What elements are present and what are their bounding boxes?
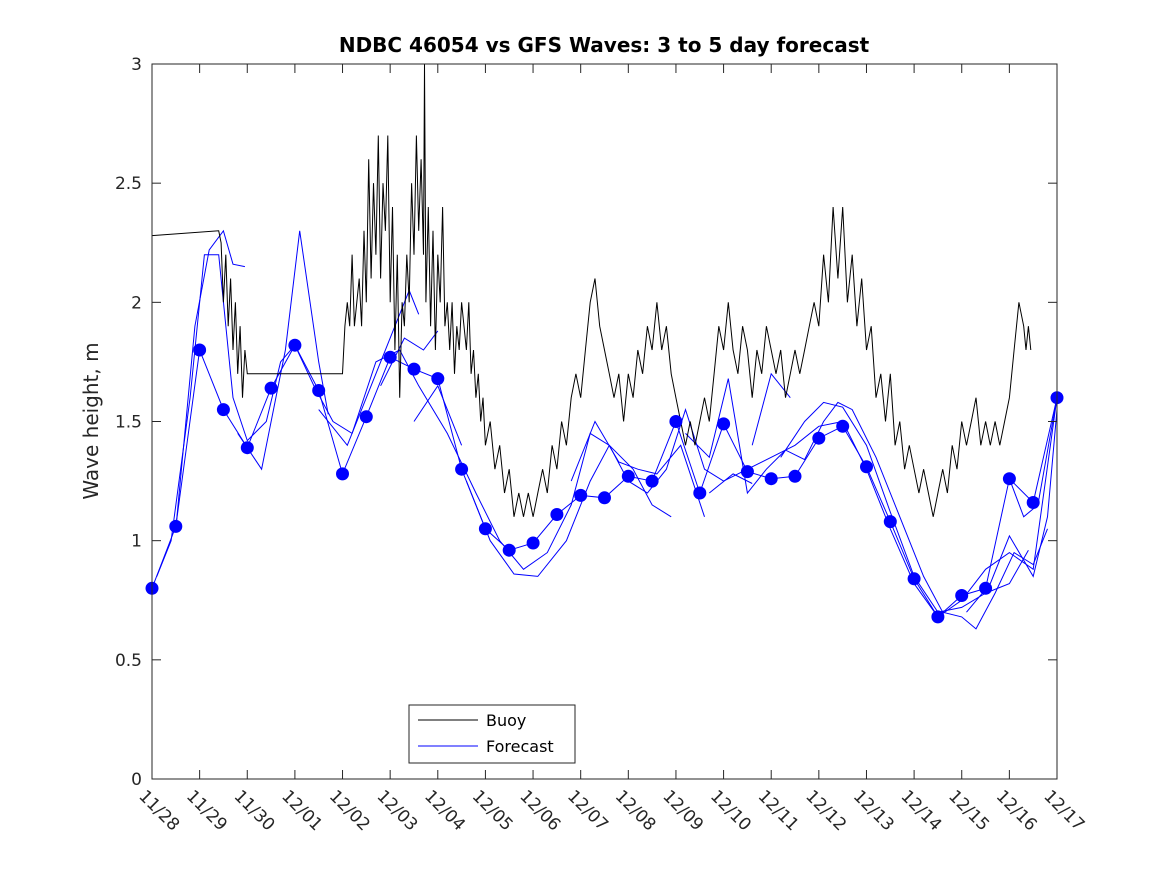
forecast-line-3 <box>237 230 329 471</box>
forecast-point-27 <box>788 469 802 483</box>
series-layer <box>145 63 1064 630</box>
forecast-point-24 <box>717 417 731 431</box>
forecast-point-17 <box>550 508 564 521</box>
forecast-point-15 <box>502 543 516 557</box>
forecast-point-22 <box>669 415 683 428</box>
forecast-point-26 <box>764 472 778 486</box>
forecast-point-35 <box>979 581 993 595</box>
forecast-point-13 <box>455 462 469 476</box>
forecast-point-20 <box>621 469 635 483</box>
plot-area <box>152 64 1057 779</box>
forecast-line-14 <box>1008 397 1058 518</box>
forecast-point-34 <box>955 589 969 602</box>
y-tick-label-3: 1.5 <box>115 413 142 433</box>
forecast-line-6 <box>413 384 463 446</box>
forecast-point-3 <box>216 403 230 417</box>
y-tick-label-2: 1 <box>131 532 142 552</box>
forecast-point-7 <box>312 384 326 397</box>
forecast-point-2 <box>193 343 207 357</box>
forecast-line-10 <box>708 473 753 494</box>
forecast-point-19 <box>598 491 611 505</box>
forecast-point-31 <box>883 515 897 529</box>
forecast-line-2 <box>175 229 245 529</box>
forecast-point-12 <box>431 372 445 386</box>
forecast-point-18 <box>574 488 588 502</box>
forecast-line-4 <box>318 289 420 447</box>
legend-forecast-label: Forecast <box>486 737 554 756</box>
forecast-point-10 <box>383 350 397 364</box>
y-tick-label-5: 2.5 <box>115 174 142 194</box>
forecast-point-14 <box>478 522 492 536</box>
forecast-point-36 <box>1002 472 1016 486</box>
forecast-line-8 <box>570 420 705 517</box>
y-ticks: 0 0.5 1 1.5 2 2.5 3 <box>115 55 1057 790</box>
legend: Buoy Forecast <box>408 704 576 764</box>
forecast-point-25 <box>740 465 754 479</box>
forecast-point-21 <box>645 474 659 488</box>
y-tick-label-0: 0 <box>131 770 142 790</box>
forecast-point-9 <box>359 410 373 424</box>
forecast-point-33 <box>931 610 945 624</box>
forecast-point-23 <box>693 486 707 500</box>
forecast-point-37 <box>1026 496 1040 509</box>
forecast-point-29 <box>836 419 850 433</box>
y-tick-label-4: 2 <box>131 293 142 313</box>
forecast-point-28 <box>812 431 826 445</box>
forecast-point-5 <box>264 381 278 395</box>
legend-box <box>408 704 576 764</box>
forecast-line-7 <box>465 444 672 577</box>
legend-buoy-label: Buoy <box>486 711 526 730</box>
buoy-line <box>151 63 1032 517</box>
forecast-point-1 <box>169 519 183 533</box>
forecast-point-6 <box>288 338 302 352</box>
forecast-line-9 <box>685 378 1048 630</box>
y-tick-label-6: 3 <box>131 55 142 75</box>
y-axis-label: Wave height, m <box>79 342 103 499</box>
forecast-point-16 <box>526 536 540 550</box>
chart-title: NDBC 46054 vs GFS Waves: 3 to 5 day fore… <box>339 33 870 57</box>
forecast-point-11 <box>407 362 421 376</box>
forecast-point-30 <box>860 460 873 474</box>
y-tick-label-1: 0.5 <box>115 651 142 671</box>
forecast-line-11 <box>751 372 791 446</box>
forecast-point-4 <box>240 441 254 455</box>
forecast-point-32 <box>907 572 921 586</box>
forecast-point-8 <box>336 467 349 481</box>
